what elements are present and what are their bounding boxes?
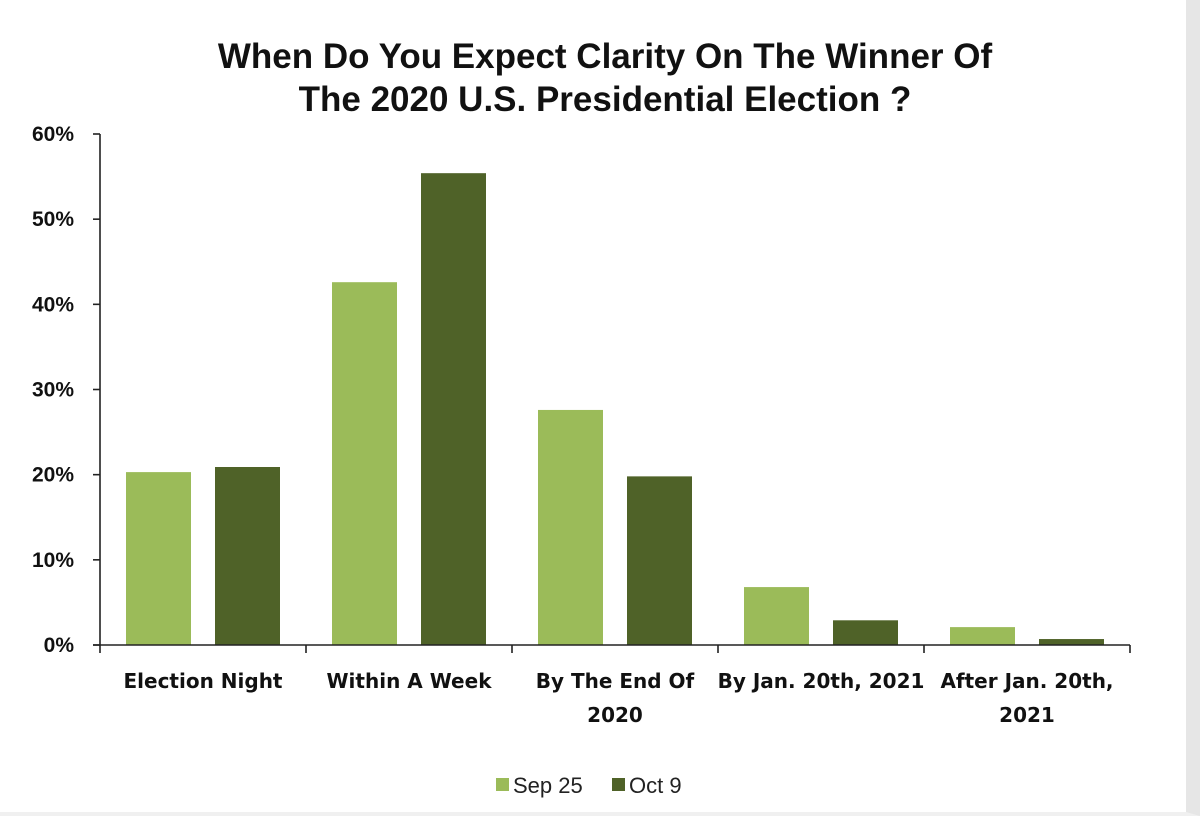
- x-axis: Election Night Within A Week By The End Of…: [93, 644, 1131, 727]
- y-tick-label: 20%: [32, 464, 74, 487]
- bar-sep-25: [538, 409, 603, 645]
- bar-oct-9: [215, 467, 280, 645]
- x-category-label: By The End Of: [536, 669, 695, 693]
- bar-oct-9: [421, 173, 486, 645]
- legend-swatch: [612, 778, 625, 791]
- legend-swatch: [496, 778, 509, 791]
- x-category-label: 2020: [587, 703, 643, 727]
- bar-sep-25: [744, 587, 809, 645]
- legend-label: Oct 9: [629, 773, 682, 798]
- chart-title-line: The 2020 U.S. Presidential Election ?: [299, 80, 912, 119]
- y-tick-label: 60%: [32, 123, 74, 146]
- x-category-label: By Jan. 20th, 2021: [718, 669, 925, 693]
- bar-sep-25: [950, 627, 1015, 645]
- chart-title-line: When Do You Expect Clarity On The Winner…: [218, 37, 993, 76]
- bars: [126, 173, 1104, 645]
- chart-title: When Do You Expect Clarity On The Winner…: [218, 37, 993, 119]
- bar-oct-9: [833, 620, 898, 645]
- bar-sep-25: [126, 472, 191, 645]
- x-category-label: Within A Week: [327, 669, 493, 693]
- y-tick-label: 50%: [32, 208, 74, 231]
- bar-oct-9: [627, 476, 692, 645]
- legend: Sep 25 Oct 9: [496, 773, 682, 798]
- y-tick-label: 30%: [32, 379, 74, 402]
- x-category-label: 2021: [999, 703, 1055, 727]
- legend-label: Sep 25: [513, 773, 583, 798]
- y-tick-label: 0%: [44, 634, 75, 657]
- bar-sep-25: [332, 282, 397, 645]
- y-tick-label: 10%: [32, 549, 74, 572]
- x-category-label: Election Night: [123, 669, 282, 693]
- bar-oct-9: [1039, 639, 1104, 645]
- y-tick-label: 40%: [32, 293, 74, 316]
- x-category-label: After Jan. 20th,: [940, 669, 1113, 693]
- y-axis: 0% 10% 20% 30% 40% 50% 60%: [32, 123, 101, 657]
